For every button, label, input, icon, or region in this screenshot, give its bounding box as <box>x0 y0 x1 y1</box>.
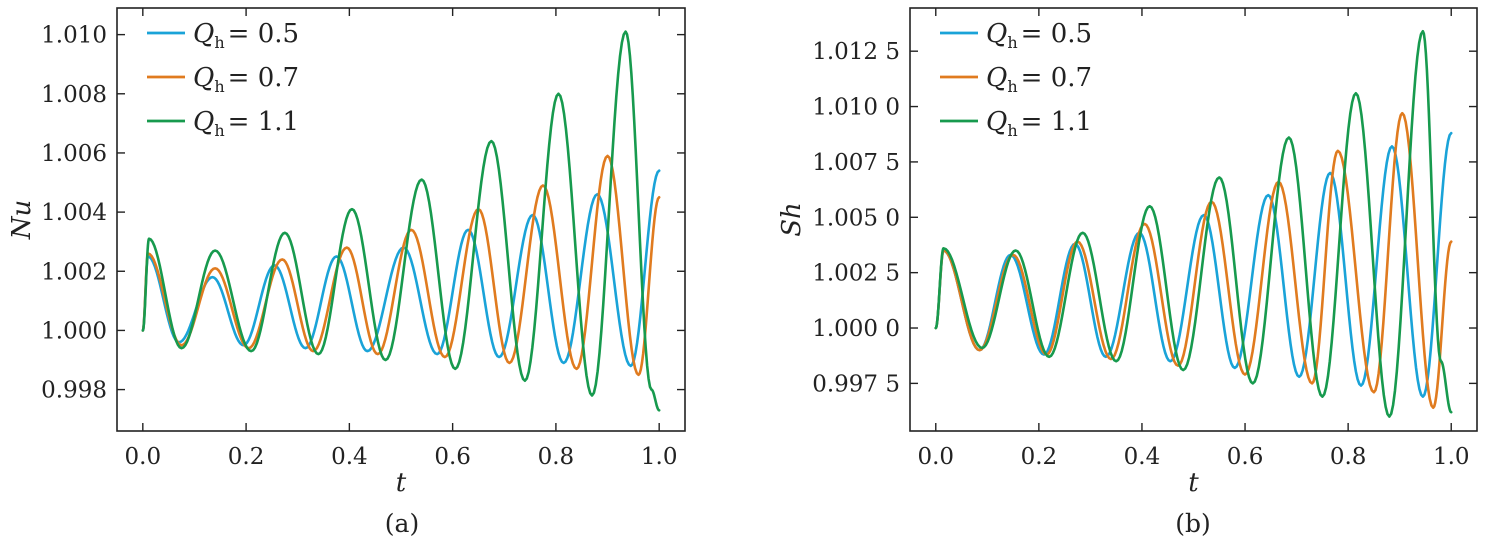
legend-entry-2: Qh = 0.7 <box>986 63 1092 96</box>
x-tick-label: 0.2 <box>228 444 265 470</box>
x-tick-label: 0.8 <box>1330 444 1367 470</box>
series-line-3 <box>141 30 661 412</box>
series-line-2 <box>141 154 661 377</box>
x-tick-label: 0.6 <box>434 444 471 470</box>
legend-entry-1: Qh = 0.5 <box>193 19 299 52</box>
panel-caption: (b) <box>1175 509 1211 538</box>
y-axis-label: Sh <box>777 202 807 237</box>
y-tick-label: 1.008 <box>41 82 107 108</box>
y-tick-label: 1.010 <box>41 23 107 49</box>
x-tick-label: 0.0 <box>125 444 162 470</box>
series-lines <box>141 30 661 412</box>
plot-frame <box>116 7 686 432</box>
y-tick-label: 1.004 <box>41 200 107 226</box>
x-tick-label: 0.2 <box>1021 444 1058 470</box>
x-tick-label: 1.0 <box>641 444 678 470</box>
x-tick-label: 0.0 <box>917 444 954 470</box>
series-line-3 <box>934 29 1453 418</box>
y-tick-label: 0.998 <box>41 378 107 404</box>
y-tick-label: 1.005 0 <box>812 205 900 231</box>
y-tick-label: 1.000 <box>41 318 107 344</box>
x-axis-label: t <box>1188 468 1199 498</box>
y-tick-label: 0.997 5 <box>812 371 900 397</box>
legend-entry-1: Qh = 0.5 <box>986 19 1092 52</box>
y-tick-label: 1.007 5 <box>812 150 900 176</box>
panel-caption: (a) <box>385 509 419 538</box>
legend: Qh = 0.5 Qh = 0.7 Qh = 1.1 <box>147 19 299 140</box>
y-tick-label: 1.010 0 <box>812 95 900 121</box>
legend-entry-2: Qh = 0.7 <box>193 63 299 96</box>
legend-entry-3: Qh = 1.1 <box>193 107 299 140</box>
y-tick-label: 1.002 5 <box>812 261 900 287</box>
x-tick-label: 0.6 <box>1227 444 1264 470</box>
y-tick-label: 1.000 0 <box>812 316 900 342</box>
plot-frame <box>909 7 1478 432</box>
x-tick-label: 0.4 <box>1124 444 1161 470</box>
y-tick-label: 1.006 <box>41 141 107 167</box>
legend: Qh = 0.5 Qh = 0.7 Qh = 1.1 <box>940 19 1092 140</box>
y-tick-label: 1.002 <box>41 259 107 285</box>
series-lines <box>934 29 1453 418</box>
legend-entry-3: Qh = 1.1 <box>986 107 1092 140</box>
x-tick-label: 0.8 <box>538 444 575 470</box>
x-tick-label: 0.4 <box>331 444 368 470</box>
x-axis-label: t <box>396 468 407 498</box>
x-tick-label: 1.0 <box>1433 444 1470 470</box>
chart-panel-b: 0.0 0.2 0.4 0.6 0.8 1.0 0.997 5 1.000 0 1.002 5 1… <box>777 7 1478 538</box>
y-tick-label: 1.012 5 <box>812 39 900 65</box>
y-axis-label: Nu <box>7 200 37 241</box>
chart-panel-a: 0.0 0.2 0.4 0.6 0.8 1.0 0.998 1.000 1.002 1.004 1.… <box>7 7 686 538</box>
